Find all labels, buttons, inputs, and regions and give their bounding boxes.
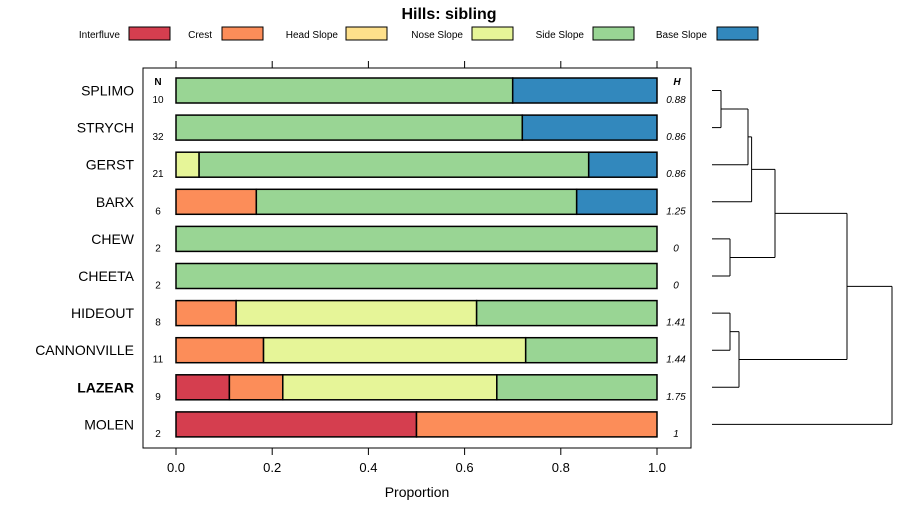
- legend-swatch-base-slope: [716, 26, 759, 41]
- bar-segment-lazear-nose-slope: [282, 374, 498, 401]
- h-value-gerst: 0.86: [666, 169, 686, 180]
- h-value-barx: 1.25: [666, 206, 686, 217]
- n-value-molen: 2: [155, 429, 161, 440]
- bar-segment-cheeta-side-slope: [175, 262, 658, 290]
- x-axis: 0.0 0.2 0.4 0.6 0.8 1.0: [167, 61, 666, 475]
- x-tick-label-4: 0.8: [552, 460, 570, 475]
- bar-segment-molen-interfluve: [175, 411, 418, 438]
- legend-label-crest: Crest: [188, 30, 212, 41]
- n-value-strych: 32: [152, 132, 164, 143]
- x-tick-label-1: 0.2: [263, 460, 281, 475]
- x-axis-title: Proportion: [385, 484, 450, 500]
- bar-segment-hideout-crest: [175, 299, 237, 327]
- legend-label-interfluve: Interfluve: [79, 30, 121, 41]
- bar-segment-barx-crest: [175, 188, 258, 216]
- legend-label-side-slope: Side Slope: [536, 30, 585, 41]
- legend-swatch-head-slope: [345, 26, 388, 41]
- h-value-molen: 1: [673, 429, 679, 440]
- n-value-barx: 6: [155, 206, 161, 217]
- n-value-cheeta: 2: [155, 281, 161, 292]
- plot-frame: [142, 67, 692, 449]
- n-value-lazear: 9: [155, 392, 161, 403]
- row-label-hideout: HIDEOUT: [71, 305, 134, 321]
- h-value-lazear: 1.75: [666, 392, 686, 403]
- h-column-header: H: [673, 77, 681, 88]
- bar-segment-gerst-nose-slope: [175, 151, 200, 178]
- x-tick-label-3: 0.6: [456, 460, 474, 475]
- legend-swatch-crest: [221, 26, 264, 41]
- bar-segment-splimo-base-slope: [511, 77, 658, 104]
- legend-label-base-slope: Base Slope: [656, 30, 708, 41]
- legend-swatch-interfluve: [128, 26, 171, 41]
- legend-label-nose-slope: Nose Slope: [411, 30, 463, 41]
- bar-segment-chew-side-slope: [175, 225, 658, 253]
- bar-segment-lazear-side-slope: [496, 374, 658, 401]
- bar-segment-molen-crest: [415, 411, 658, 438]
- bar-segment-hideout-side-slope: [475, 299, 658, 327]
- bar-segment-lazear-crest: [228, 374, 284, 401]
- bar-segment-cannonville-nose-slope: [262, 336, 527, 364]
- row-label-chew: CHEW: [91, 231, 135, 247]
- n-value-cannonville: 11: [153, 355, 164, 366]
- legend: Interfluve Crest Head Slope Nose Slope Side …: [79, 26, 759, 41]
- x-tick-label-0: 0.0: [167, 460, 185, 475]
- bar-segment-cannonville-crest: [175, 336, 265, 364]
- n-column-header: N: [154, 77, 161, 88]
- bar-segment-barx-side-slope: [255, 188, 578, 216]
- row-label-cannonville: CANNONVILLE: [35, 342, 134, 358]
- h-value-cheeta: 0: [673, 281, 679, 292]
- row-label-strych: STRYCH: [77, 120, 134, 136]
- dendrogram: [712, 90, 893, 425]
- n-value-gerst: 21: [152, 169, 164, 180]
- bar-segment-strych-side-slope: [175, 114, 524, 141]
- bar-segment-barx-base-slope: [575, 188, 658, 216]
- x-tick-label-2: 0.4: [359, 460, 377, 475]
- h-value-strych: 0.86: [666, 132, 686, 143]
- row-label-molen: MOLEN: [84, 416, 134, 432]
- row-label-barx: BARX: [96, 194, 135, 210]
- bar-segment-lazear-interfluve: [175, 374, 231, 401]
- legend-label-head-slope: Head Slope: [286, 30, 339, 41]
- row-label-lazear: LAZEAR: [77, 379, 134, 395]
- n-value-chew: 2: [155, 243, 161, 254]
- legend-swatch-nose-slope: [471, 26, 514, 41]
- bar-segment-gerst-base-slope: [587, 151, 658, 178]
- bar-segment-gerst-side-slope: [198, 151, 590, 178]
- h-value-cannonville: 1.44: [666, 355, 686, 366]
- row-label-cheeta: CHEETA: [78, 268, 134, 284]
- row-label-gerst: GERST: [86, 157, 135, 173]
- h-value-splimo: 0.88: [666, 95, 686, 106]
- chart-title: Hills: sibling: [401, 6, 496, 23]
- bar-segment-cannonville-side-slope: [524, 336, 658, 364]
- row-label-splimo: SPLIMO: [81, 83, 134, 99]
- n-value-hideout: 8: [155, 318, 161, 329]
- bar-segment-strych-base-slope: [521, 114, 658, 141]
- legend-swatch-side-slope: [592, 26, 635, 41]
- h-value-chew: 0: [673, 243, 679, 254]
- bar-segment-splimo-side-slope: [175, 77, 514, 104]
- n-value-splimo: 10: [152, 95, 164, 106]
- bar-segment-hideout-nose-slope: [235, 299, 478, 327]
- x-tick-label-5: 1.0: [648, 460, 666, 475]
- h-value-hideout: 1.41: [666, 318, 685, 329]
